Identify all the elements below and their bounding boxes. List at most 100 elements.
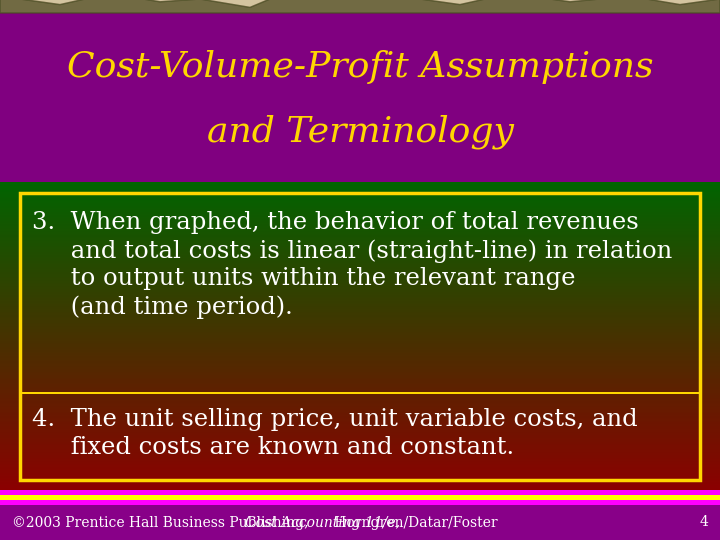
Bar xyxy=(0,366,720,369)
Bar xyxy=(0,288,720,291)
Bar xyxy=(0,379,720,381)
Bar xyxy=(0,460,720,462)
Bar xyxy=(0,371,720,373)
Bar xyxy=(0,351,720,353)
Bar xyxy=(0,187,720,189)
Bar xyxy=(0,342,720,344)
Bar xyxy=(0,399,720,401)
Bar xyxy=(0,495,720,500)
Bar xyxy=(0,353,720,355)
Text: and Terminology: and Terminology xyxy=(207,115,513,149)
Bar xyxy=(0,265,720,267)
Text: 3.  When graphed, the behavior of total revenues: 3. When graphed, the behavior of total r… xyxy=(32,211,639,234)
Bar xyxy=(0,472,720,475)
Bar xyxy=(0,363,720,366)
Bar xyxy=(0,474,720,476)
Bar xyxy=(0,505,720,540)
Bar xyxy=(0,377,720,380)
Bar xyxy=(0,295,720,298)
Bar xyxy=(0,435,720,438)
Bar xyxy=(0,340,720,343)
Bar xyxy=(0,443,720,445)
Bar xyxy=(0,469,720,471)
Bar xyxy=(0,326,720,329)
Bar xyxy=(0,343,720,346)
Bar xyxy=(0,0,720,13)
Bar xyxy=(0,415,720,418)
Bar xyxy=(0,325,720,327)
Bar xyxy=(0,233,720,235)
Bar xyxy=(0,0,720,183)
Bar xyxy=(0,323,720,326)
Bar xyxy=(0,269,720,272)
Bar xyxy=(0,464,720,467)
Bar xyxy=(0,300,720,303)
Bar xyxy=(0,395,720,398)
Bar xyxy=(0,359,720,361)
Bar xyxy=(0,455,720,458)
Text: 4.  The unit selling price, unit variable costs, and: 4. The unit selling price, unit variable… xyxy=(32,408,638,431)
Bar xyxy=(0,481,720,484)
Bar xyxy=(0,319,720,321)
Bar xyxy=(0,328,720,330)
Bar xyxy=(0,440,720,442)
Bar xyxy=(0,303,720,306)
Bar xyxy=(0,438,720,441)
Bar xyxy=(0,355,720,358)
Bar xyxy=(0,490,720,495)
Bar xyxy=(0,423,720,426)
Bar xyxy=(0,248,720,251)
Bar xyxy=(0,414,720,416)
Bar xyxy=(0,441,720,444)
Bar xyxy=(0,409,720,411)
Bar xyxy=(0,380,720,382)
Bar xyxy=(0,236,720,238)
Bar xyxy=(0,299,720,301)
Bar xyxy=(0,411,720,413)
Bar xyxy=(0,211,720,214)
Bar xyxy=(0,400,720,402)
Bar xyxy=(0,309,720,312)
Bar xyxy=(0,357,720,360)
Bar xyxy=(0,271,720,274)
Bar xyxy=(0,246,720,249)
Bar xyxy=(0,383,720,386)
Bar xyxy=(0,484,720,487)
Bar xyxy=(0,394,720,396)
Bar xyxy=(0,426,720,429)
Bar xyxy=(0,251,720,254)
Bar xyxy=(0,466,720,469)
Bar xyxy=(0,384,720,387)
Polygon shape xyxy=(0,0,720,13)
Bar xyxy=(0,418,720,421)
Bar xyxy=(0,244,720,246)
Bar xyxy=(0,182,720,185)
Bar xyxy=(0,240,720,243)
Bar xyxy=(0,335,720,338)
Bar xyxy=(0,289,720,292)
Bar xyxy=(0,457,720,460)
Bar xyxy=(0,452,720,455)
Text: Horngren/Datar/Foster: Horngren/Datar/Foster xyxy=(330,516,498,530)
Bar xyxy=(0,429,720,431)
Text: and total costs is linear (straight-line) in relation: and total costs is linear (straight-line… xyxy=(32,239,672,262)
Bar xyxy=(0,412,720,415)
Bar xyxy=(0,461,720,464)
Bar xyxy=(0,348,720,350)
Bar xyxy=(0,184,720,186)
Bar xyxy=(0,266,720,269)
Bar xyxy=(0,199,720,201)
Bar xyxy=(0,210,720,212)
Bar xyxy=(0,448,720,450)
Bar xyxy=(0,421,720,424)
Bar xyxy=(0,228,720,231)
Bar xyxy=(0,225,720,227)
Bar xyxy=(0,446,720,449)
Bar xyxy=(0,364,720,367)
Bar xyxy=(0,480,720,482)
Bar xyxy=(0,257,720,260)
Bar xyxy=(0,219,720,221)
Text: to output units within the relevant range: to output units within the relevant rang… xyxy=(32,267,575,290)
Bar xyxy=(0,431,720,433)
Bar xyxy=(0,346,720,349)
